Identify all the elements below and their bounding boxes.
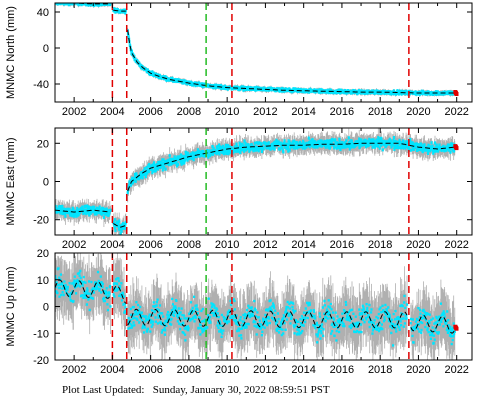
x-tick-label-east: 2012 xyxy=(253,239,277,251)
y-axis-title-up: MNMC Up (mm) xyxy=(5,266,17,346)
y-axis-title-north: MNMC North (mm) xyxy=(5,6,17,99)
model-line-up-2 xyxy=(127,308,408,329)
y-tick-label-up: 0 xyxy=(43,302,49,314)
error-bars-north-2 xyxy=(127,28,456,97)
x-tick-label-up: 2020 xyxy=(406,364,430,376)
x-tick-label-up: 2004 xyxy=(100,364,124,376)
x-tick-label-east: 2006 xyxy=(138,239,162,251)
x-tick-label-north: 2020 xyxy=(406,106,430,118)
frame-north xyxy=(54,2,473,103)
x-tick-label-east: 2004 xyxy=(100,239,124,251)
recent-point-north xyxy=(454,92,459,96)
y-tick-label-north: 0 xyxy=(43,43,49,55)
plot-area-north xyxy=(55,3,459,97)
x-tick-label-east: 2010 xyxy=(215,239,239,251)
x-tick-label-up: 2010 xyxy=(215,364,239,376)
model-line-up-0 xyxy=(55,279,111,299)
model-line-east-1 xyxy=(113,223,126,228)
x-tick-label-east: 2008 xyxy=(177,239,201,251)
x-tick-label-up: 2016 xyxy=(330,364,354,376)
model-line-up-1 xyxy=(112,285,127,304)
data-points-up-2 xyxy=(126,294,409,347)
model-line-north-1 xyxy=(113,9,126,12)
plot-area-east xyxy=(55,128,459,235)
recent-point-east xyxy=(454,146,459,151)
y-tick-label-up: -10 xyxy=(33,328,49,340)
x-tick-label-north: 2018 xyxy=(368,106,392,118)
x-tick-label-up: 2018 xyxy=(368,364,392,376)
y-tick-label-east: 20 xyxy=(37,138,49,150)
x-tick-label-north: 2002 xyxy=(62,106,86,118)
y-tick-label-up: 10 xyxy=(37,275,49,287)
y-tick-label-up: 20 xyxy=(37,248,49,260)
x-tick-label-north: 2022 xyxy=(444,106,468,118)
y-tick-label-north: -40 xyxy=(33,79,49,91)
plot-area-up xyxy=(55,253,459,360)
x-tick-label-north: 2006 xyxy=(138,106,162,118)
x-tick-label-east: 2018 xyxy=(368,239,392,251)
x-tick-label-up: 2002 xyxy=(62,364,86,376)
model-line-east-2 xyxy=(127,142,455,192)
data-points-east-2 xyxy=(126,136,456,195)
plot-updated-footer: Plot Last Updated: Sunday, January 30, 2… xyxy=(62,384,330,396)
y-tick-label-east: 0 xyxy=(43,177,49,189)
panel-up: 2002 2004 2006 2008 2010 2012 2014 2016 2018 2020… xyxy=(5,248,473,376)
updated-label: Plot Last Updated: xyxy=(62,384,145,396)
x-tick-label-east: 2022 xyxy=(444,239,468,251)
y-tick-label-up: -20 xyxy=(33,355,49,367)
data-points-up-0 xyxy=(55,267,112,312)
updated-timestamp: Sunday, January 30, 2022 08:59:51 PST xyxy=(152,384,330,396)
model-line-north-2 xyxy=(127,29,455,94)
x-tick-label-north: 2016 xyxy=(330,106,354,118)
x-tick-label-north: 2010 xyxy=(215,106,239,118)
panel-north: 2002 2004 2006 2008 2010 2012 2014 2016 2018 2020… xyxy=(5,2,473,118)
x-tick-label-north: 2014 xyxy=(291,106,315,118)
y-tick-label-east: -20 xyxy=(33,215,49,227)
panel-east: 2002 2004 2006 2008 2010 2012 2014 2016 2018 2020… xyxy=(5,127,473,251)
x-tick-label-up: 2012 xyxy=(253,364,277,376)
x-tick-label-north: 2012 xyxy=(253,106,277,118)
x-tick-label-up: 2022 xyxy=(444,364,468,376)
x-tick-label-east: 2002 xyxy=(62,239,86,251)
model-line-east-0 xyxy=(55,209,111,213)
data-points-north-2 xyxy=(126,29,456,97)
y-tick-label-north: 40 xyxy=(37,7,49,19)
data-points-up-1 xyxy=(112,277,127,314)
x-tick-label-up: 2006 xyxy=(138,364,162,376)
recent-point-up xyxy=(454,326,459,331)
x-tick-label-north: 2008 xyxy=(177,106,201,118)
x-tick-label-up: 2008 xyxy=(177,364,201,376)
x-tick-label-up: 2014 xyxy=(291,364,315,376)
data-points-east-1 xyxy=(112,218,127,235)
model-line-up-3 xyxy=(410,314,456,334)
y-axis-title-east: MNMC East (mm) xyxy=(5,138,17,226)
x-tick-label-north: 2004 xyxy=(100,106,124,118)
x-tick-label-east: 2020 xyxy=(406,239,430,251)
x-tick-label-east: 2014 xyxy=(291,239,315,251)
x-tick-label-east: 2016 xyxy=(330,239,354,251)
